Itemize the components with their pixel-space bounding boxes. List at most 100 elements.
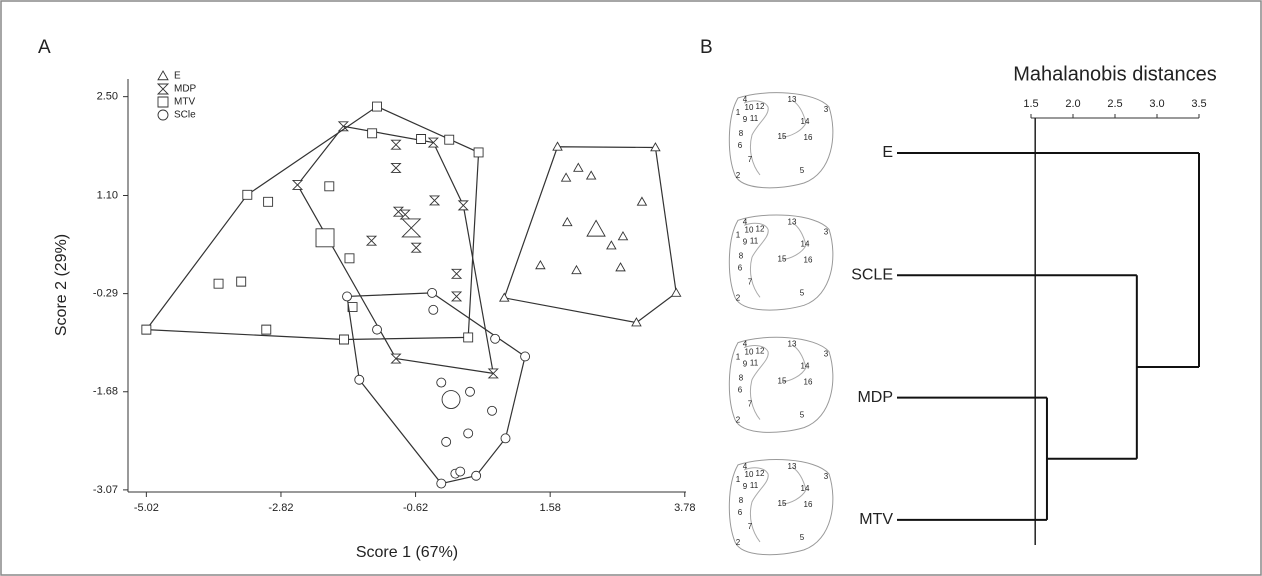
y-axis-title: Score 2 (29%) bbox=[53, 234, 70, 336]
point bbox=[452, 269, 461, 278]
landmark-label: 1 bbox=[736, 475, 741, 484]
landmark-label: 8 bbox=[739, 374, 744, 383]
point bbox=[637, 197, 646, 205]
landmark-label: 3 bbox=[824, 472, 829, 481]
legend-symbol bbox=[158, 84, 168, 94]
landmark-label: 11 bbox=[750, 359, 759, 368]
point bbox=[536, 261, 545, 269]
mean-point bbox=[316, 229, 334, 247]
landmark-label: 12 bbox=[756, 224, 765, 233]
x-axis-title: Score 1 (67%) bbox=[356, 544, 458, 561]
landmark-label: 10 bbox=[745, 470, 754, 479]
landmark-label: 3 bbox=[824, 227, 829, 236]
dendrogram-title: Mahalanobis distances bbox=[1013, 63, 1216, 85]
landmark-label: 2 bbox=[736, 538, 741, 547]
y-tick-label: -0.29 bbox=[93, 288, 118, 300]
mean-point bbox=[587, 220, 605, 236]
landmark-label: 11 bbox=[750, 481, 759, 490]
landmark-label: 10 bbox=[745, 103, 754, 112]
landmark-label: 6 bbox=[738, 141, 743, 150]
point bbox=[214, 279, 223, 288]
landmark-label: 11 bbox=[750, 236, 759, 245]
landmark-label: 1 bbox=[736, 230, 741, 239]
landmark-label: 14 bbox=[801, 362, 810, 371]
point bbox=[430, 196, 439, 205]
point bbox=[616, 263, 625, 271]
tick-label: 3.5 bbox=[1191, 98, 1206, 110]
point bbox=[428, 288, 437, 297]
landmark-label: 2 bbox=[736, 416, 741, 425]
point bbox=[501, 434, 510, 443]
landmark-label: 7 bbox=[748, 277, 753, 286]
point bbox=[672, 288, 681, 296]
point bbox=[262, 325, 271, 334]
landmark-label: 11 bbox=[750, 114, 759, 123]
point bbox=[563, 218, 572, 226]
point bbox=[243, 190, 252, 199]
point bbox=[574, 163, 583, 171]
y-tick-label: 1.10 bbox=[97, 189, 118, 201]
landmark-label: 16 bbox=[804, 133, 813, 142]
point bbox=[412, 243, 421, 252]
landmark-label: 9 bbox=[743, 360, 748, 369]
point bbox=[442, 437, 451, 446]
landmark-label: 12 bbox=[756, 347, 765, 356]
point bbox=[491, 334, 500, 343]
legend-symbol bbox=[158, 71, 168, 80]
landmark-label: 15 bbox=[778, 377, 787, 386]
point bbox=[488, 406, 497, 415]
point bbox=[521, 352, 530, 361]
landmark-label: 6 bbox=[738, 508, 743, 517]
point bbox=[500, 293, 509, 301]
tick-label: 3.0 bbox=[1149, 98, 1164, 110]
legend-symbol bbox=[158, 110, 168, 120]
point bbox=[264, 197, 273, 206]
landmark-label: 1 bbox=[736, 353, 741, 362]
x-tick-label: 1.58 bbox=[539, 502, 560, 514]
panel-label: A bbox=[38, 37, 51, 58]
point bbox=[373, 102, 382, 111]
landmark-label: 16 bbox=[804, 378, 813, 387]
landmark-label: 2 bbox=[736, 293, 741, 302]
x-tick-label: 3.78 bbox=[674, 502, 695, 514]
point bbox=[345, 254, 354, 263]
landmark-label: 2 bbox=[736, 171, 741, 180]
landmark-label: 16 bbox=[804, 500, 813, 509]
landmark-label: 15 bbox=[778, 132, 787, 141]
landmark-label: 16 bbox=[804, 255, 813, 264]
point bbox=[373, 325, 382, 334]
leaf-label: MTV bbox=[859, 511, 893, 528]
landmark-label: 10 bbox=[745, 348, 754, 357]
point bbox=[562, 173, 571, 181]
landmark-label: 9 bbox=[743, 237, 748, 246]
point bbox=[343, 292, 352, 301]
landmark-label: 13 bbox=[788, 340, 797, 349]
point bbox=[459, 201, 468, 210]
landmark-label: 13 bbox=[788, 95, 797, 104]
landmark-label: 7 bbox=[748, 155, 753, 164]
legend-label: MDP bbox=[174, 84, 197, 95]
landmark-label: 7 bbox=[748, 522, 753, 531]
y-tick-label: -3.07 bbox=[93, 484, 118, 496]
x-tick-label: -2.82 bbox=[268, 502, 293, 514]
point bbox=[429, 305, 438, 314]
landmark-label: 9 bbox=[743, 482, 748, 491]
tick-label: 1.5 bbox=[1023, 98, 1038, 110]
point bbox=[618, 232, 627, 240]
point bbox=[607, 241, 616, 249]
point bbox=[474, 148, 483, 157]
landmark-label: 5 bbox=[800, 288, 805, 297]
leaf-label: MDP bbox=[857, 389, 893, 406]
point bbox=[237, 277, 246, 286]
point bbox=[572, 266, 581, 274]
legend-label: MTV bbox=[174, 97, 195, 108]
landmark-label: 8 bbox=[739, 251, 744, 260]
y-tick-label: -1.68 bbox=[93, 386, 118, 398]
landmark-label: 1 bbox=[736, 108, 741, 117]
point bbox=[401, 210, 410, 219]
hull bbox=[347, 293, 525, 484]
mean-point bbox=[442, 391, 460, 409]
landmark-label: 3 bbox=[824, 105, 829, 114]
landmark-label: 12 bbox=[756, 102, 765, 111]
